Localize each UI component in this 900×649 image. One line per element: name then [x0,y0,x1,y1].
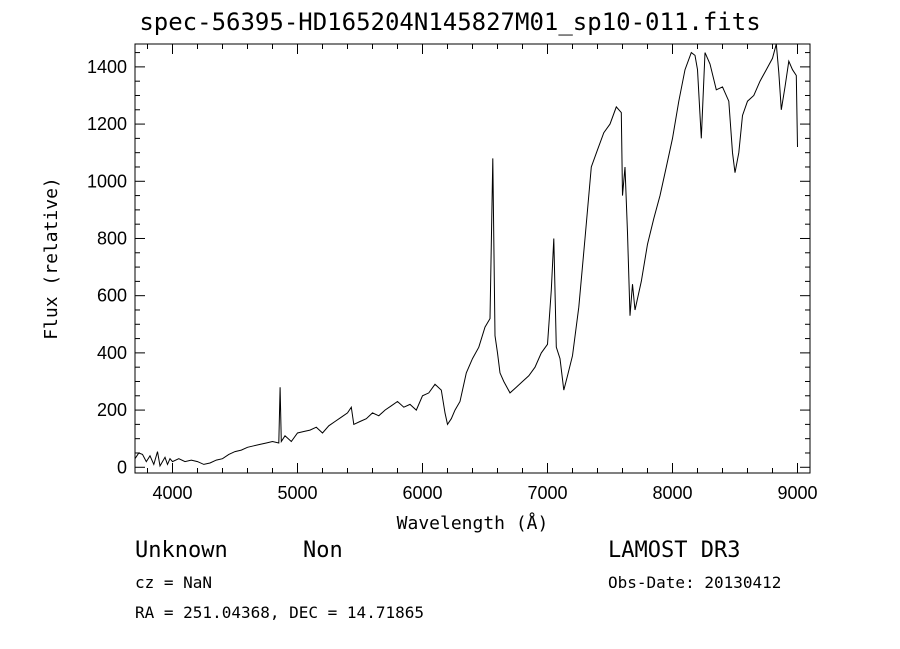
y-tick-label: 200 [97,400,127,420]
y-tick-label: 1000 [87,171,127,191]
plot-frame [134,43,811,474]
x-tick-label: 7000 [527,483,567,503]
y-tick-label: 1200 [87,114,127,134]
chart-title: spec-56395-HD165204N145827M01_sp10-011.f… [139,8,761,36]
x-tick-label: 9000 [777,483,817,503]
y-tick-label: 1400 [87,57,127,77]
y-tick-label: 400 [97,343,127,363]
coordinates-label: RA = 251.04368, DEC = 14.71865 [135,603,424,622]
y-tick-label: 0 [117,457,127,477]
y-axis-label: Flux (relative) [41,177,62,340]
y-tick-label: 600 [97,286,127,306]
y-tick-label: 800 [97,228,127,248]
class-label: Unknown [135,538,228,563]
survey-label: LAMOST DR3 [608,538,741,563]
x-tick-label: 4000 [152,483,192,503]
x-tick-label: 8000 [652,483,692,503]
obs-date-label: Obs-Date: 20130412 [608,573,782,592]
redshift-label: cz = NaN [135,573,213,592]
x-tick-label: 6000 [402,483,442,503]
spectrum-line [134,43,798,468]
x-axis-label: Wavelength (Å) [397,512,549,534]
subclass-label: Non [303,538,343,563]
x-tick-label: 5000 [277,483,317,503]
